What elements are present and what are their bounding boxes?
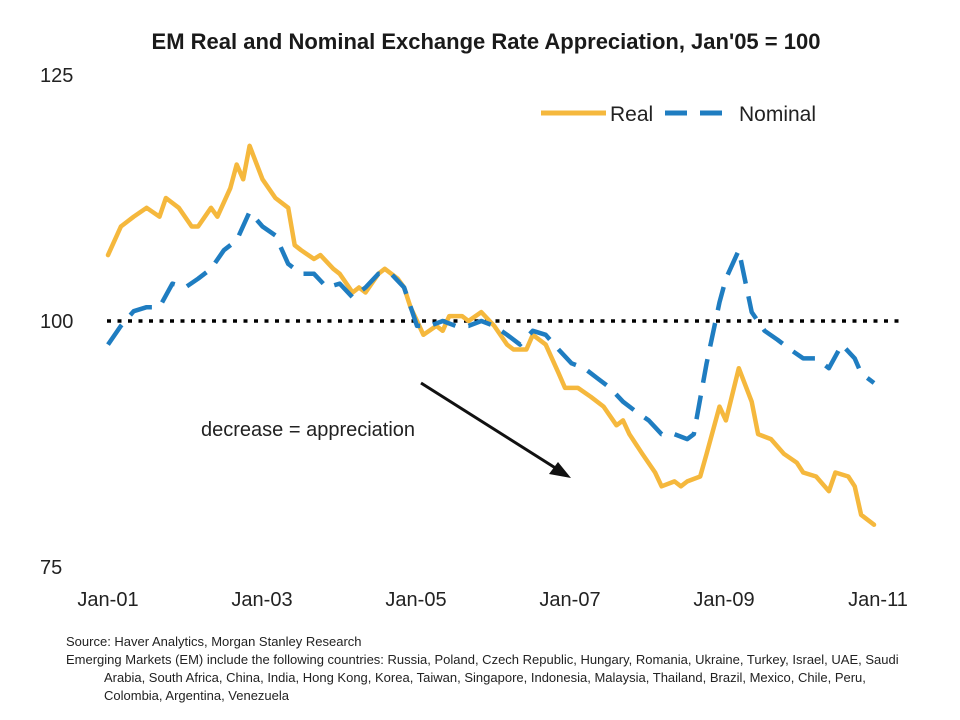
annotation-arrow — [420, 381, 571, 478]
chart: EM Real and Nominal Exchange Rate Apprec… — [40, 29, 908, 611]
y-tick-label: 75 — [40, 557, 62, 579]
chart-title: EM Real and Nominal Exchange Rate Apprec… — [152, 29, 821, 54]
countries-note: Emerging Markets (EM) include the follow… — [66, 652, 899, 703]
legend-label-real: Real — [610, 103, 653, 126]
x-tick-label: Jan-11 — [848, 589, 908, 611]
annotation-text: decrease = appreciation — [201, 419, 415, 441]
x-tick-label: Jan-05 — [385, 589, 446, 611]
y-tick-label: 100 — [40, 311, 73, 333]
x-tick-label: Jan-09 — [693, 589, 754, 611]
series-line-real — [105, 143, 877, 527]
y-tick-label: 125 — [40, 65, 73, 87]
y-axis-ticks: 75 100 125 — [40, 65, 73, 579]
series-line-nominal — [106, 209, 876, 442]
x-tick-label: Jan-03 — [231, 589, 292, 611]
x-tick-label: Jan-01 — [77, 589, 138, 611]
legend-label-nominal: Nominal — [739, 103, 816, 126]
x-axis-ticks: Jan-01 Jan-03 Jan-05 Jan-07 Jan-09 Jan-11 — [77, 589, 907, 611]
source-note: Source: Haver Analytics, Morgan Stanley … — [66, 634, 362, 649]
legend: Real Nominal — [541, 103, 816, 126]
x-tick-label: Jan-07 — [539, 589, 600, 611]
footnotes: Source: Haver Analytics, Morgan Stanley … — [66, 633, 916, 705]
